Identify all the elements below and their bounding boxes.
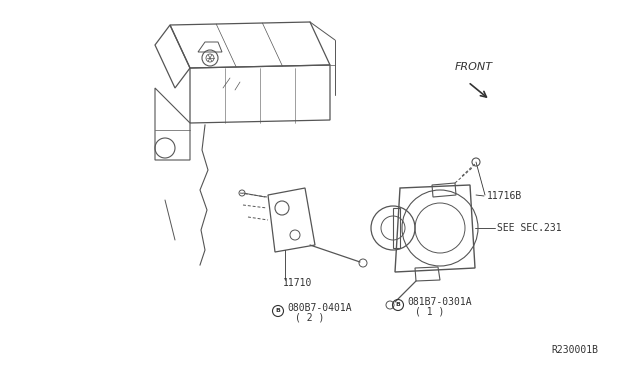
- Text: B: B: [276, 308, 280, 314]
- Text: B: B: [396, 302, 401, 308]
- Text: ( 2 ): ( 2 ): [295, 313, 324, 323]
- Text: SEE SEC.231: SEE SEC.231: [497, 223, 562, 233]
- Text: FRONT: FRONT: [455, 62, 493, 72]
- Text: 11716B: 11716B: [487, 191, 522, 201]
- Text: R230001B: R230001B: [551, 345, 598, 355]
- Text: ( 1 ): ( 1 ): [415, 307, 444, 317]
- Text: 11710: 11710: [283, 278, 312, 288]
- Text: 081B7-0301A: 081B7-0301A: [407, 297, 472, 307]
- Text: 080B7-0401A: 080B7-0401A: [287, 303, 351, 313]
